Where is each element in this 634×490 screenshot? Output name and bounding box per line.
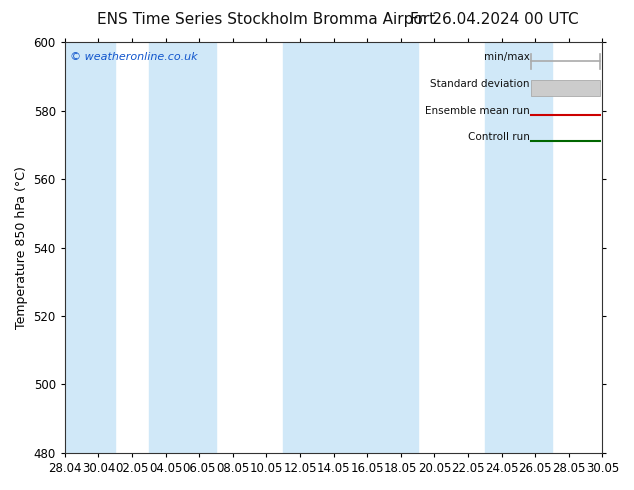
- Bar: [531, 80, 600, 96]
- Bar: [149, 42, 216, 453]
- Text: ENS Time Series Stockholm Bromma Airport: ENS Time Series Stockholm Bromma Airport: [97, 12, 436, 27]
- Bar: [283, 42, 351, 453]
- Text: min/max: min/max: [484, 52, 530, 62]
- Text: Ensemble mean run: Ensemble mean run: [425, 106, 530, 116]
- Text: Standard deviation: Standard deviation: [430, 79, 530, 89]
- Text: Fr. 26.04.2024 00 UTC: Fr. 26.04.2024 00 UTC: [410, 12, 579, 27]
- Y-axis label: Temperature 850 hPa (°C): Temperature 850 hPa (°C): [15, 166, 28, 329]
- Bar: [48, 42, 115, 453]
- Text: © weatheronline.co.uk: © weatheronline.co.uk: [70, 52, 198, 62]
- Bar: [351, 42, 418, 453]
- Text: Controll run: Controll run: [468, 132, 530, 143]
- Bar: [485, 42, 552, 453]
